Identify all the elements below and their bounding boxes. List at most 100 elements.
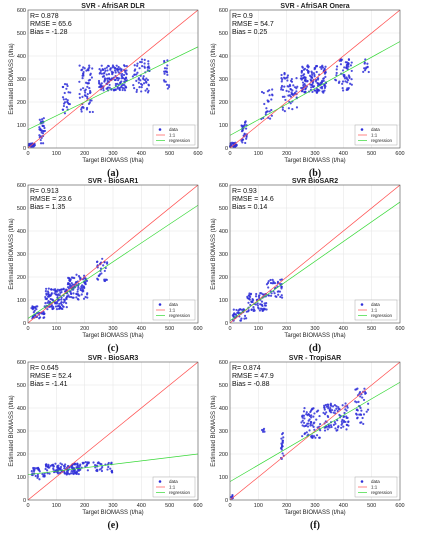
data-point: [81, 290, 84, 293]
data-point: [243, 121, 247, 124]
data-point: [44, 290, 47, 293]
data-point: [363, 67, 366, 70]
regression-line: [230, 201, 400, 321]
x-axis-label: Target BIOMASS (t/ha): [82, 158, 143, 164]
x-tick-label: 200: [80, 326, 89, 332]
data-point: [66, 471, 69, 474]
data-point: [86, 85, 89, 88]
data-point: [147, 84, 150, 87]
data-point: [247, 294, 250, 297]
x-tick-label: 200: [80, 503, 89, 509]
panel-letter: (e): [107, 520, 118, 531]
data-point: [50, 304, 54, 307]
data-point: [88, 78, 92, 81]
data-point: [86, 82, 90, 85]
data-point: [312, 415, 315, 418]
data-point: [300, 90, 304, 93]
x-tick-label: 300: [310, 326, 319, 332]
data-point: [38, 126, 41, 129]
data-point: [337, 407, 340, 411]
regression-line: [230, 41, 400, 136]
data-point: [38, 317, 41, 320]
data-point: [322, 79, 325, 82]
data-point: [47, 463, 50, 466]
data-point: [340, 420, 343, 423]
y-tick-label: 200: [219, 452, 228, 458]
data-point: [44, 295, 47, 299]
data-point: [62, 98, 65, 101]
data-point: [304, 87, 307, 90]
data-point: [312, 85, 315, 88]
data-point: [44, 467, 47, 471]
y-tick-label: 500: [17, 31, 26, 37]
data-point: [82, 285, 86, 289]
data-point: [315, 70, 318, 74]
data-point: [105, 87, 108, 90]
data-point: [307, 419, 310, 422]
data-point: [30, 470, 33, 473]
data-point: [261, 430, 265, 433]
data-point: [40, 131, 43, 134]
data-point: [85, 293, 89, 296]
data-point: [66, 84, 69, 88]
data-point: [283, 77, 287, 80]
data-point: [310, 436, 313, 439]
data-point: [345, 64, 348, 68]
data-point: [103, 269, 106, 273]
regression-line: [230, 381, 400, 482]
data-point: [326, 403, 329, 406]
data-point: [98, 85, 101, 89]
data-point: [115, 76, 118, 80]
data-point: [244, 141, 247, 145]
data-point: [323, 89, 326, 92]
y-tick-label: 400: [219, 406, 228, 412]
data-point: [131, 75, 134, 78]
legend-box: [152, 124, 196, 146]
data-point: [135, 90, 138, 93]
data-point: [34, 313, 37, 317]
data-point: [288, 83, 292, 86]
stat-r: R= 0.874: [232, 365, 261, 372]
data-point: [113, 69, 117, 72]
y-tick-label: 100: [219, 123, 228, 129]
data-point: [307, 65, 310, 68]
stat-r: R= 0.913: [30, 188, 59, 195]
data-point: [76, 463, 79, 466]
data-point: [365, 410, 368, 413]
data-point: [302, 421, 306, 424]
data-point: [281, 88, 285, 91]
data-point: [341, 86, 344, 90]
data-point: [121, 83, 124, 86]
data-point: [122, 73, 126, 77]
stat-r: R= 0.878: [30, 13, 59, 20]
data-point: [235, 143, 238, 147]
y-tick-label: 500: [219, 206, 228, 212]
data-point: [99, 83, 102, 86]
data-point: [260, 90, 264, 94]
data-point: [241, 141, 244, 144]
data-point: [270, 114, 273, 117]
data-point: [81, 72, 85, 75]
legend-identity-label: 1:1: [371, 133, 378, 138]
data-point: [303, 90, 306, 94]
data-point: [61, 85, 64, 89]
data-point: [107, 73, 111, 76]
data-point: [63, 471, 66, 474]
data-point: [68, 103, 71, 106]
data-point: [346, 88, 349, 91]
stat-r: R= 0.645: [30, 365, 59, 372]
data-point: [361, 396, 364, 399]
data-point: [350, 78, 353, 81]
data-point: [144, 79, 147, 82]
data-point: [315, 65, 318, 68]
data-point: [303, 407, 306, 410]
data-point: [99, 69, 103, 72]
data-point: [281, 433, 284, 436]
data-point: [263, 102, 266, 106]
data-point: [335, 74, 338, 77]
stat-bias: Bias = 0.14: [232, 204, 267, 211]
data-point: [354, 388, 357, 391]
data-point: [282, 436, 285, 439]
y-tick-label: 200: [17, 100, 26, 106]
data-point: [362, 413, 366, 416]
